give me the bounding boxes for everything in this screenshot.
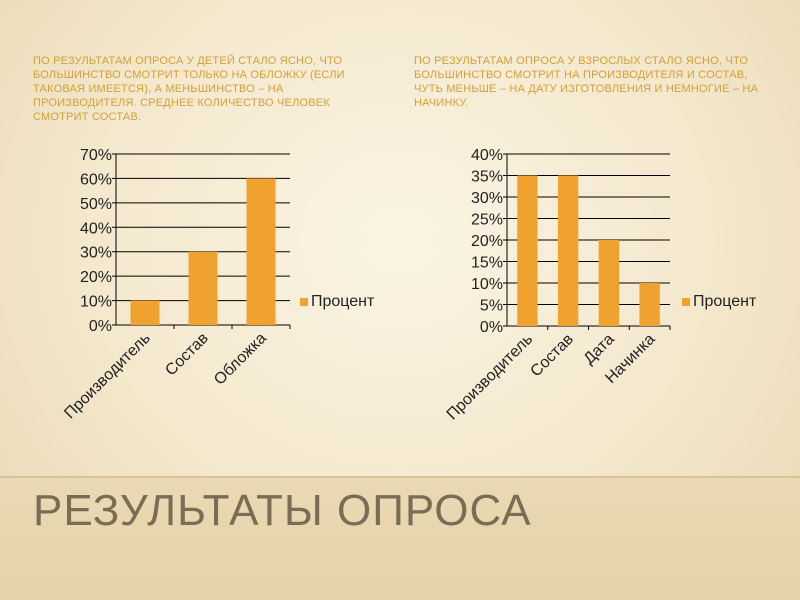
bar-Дата — [598, 240, 620, 326]
y-tick-label: 15% — [471, 255, 503, 272]
x-category-label: Производитель — [61, 330, 154, 423]
chart-adults-svg: 0% 5% 10% 15% 20% 25% 30% 35% 40% ПроизводительСо… — [444, 147, 757, 424]
title-band-divider — [0, 476, 800, 478]
chart-children-svg: 0% 10% 20% 30% 40% 50% 60% 70% Производитель Сост… — [61, 147, 375, 423]
y-tick-label: 10% — [471, 276, 503, 293]
y-tick-label: 10% — [80, 294, 112, 311]
y-tick-label: 35% — [471, 169, 503, 186]
title-band — [0, 476, 800, 600]
x-category-label: Дата — [581, 331, 618, 368]
y-tick-label: 25% — [471, 212, 503, 229]
y-tick-label: 20% — [471, 233, 503, 250]
bar-Состав — [188, 251, 218, 325]
chart-adults: 0% 5% 10% 15% 20% 25% 30% 35% 40% Производитель Со… — [410, 140, 790, 470]
y-tick-label: 0% — [480, 319, 503, 336]
y-tick-label: 70% — [80, 147, 112, 164]
bar-Обложка — [246, 178, 276, 325]
y-tick-label: 5% — [480, 298, 503, 315]
y-tick-label: 30% — [80, 245, 112, 262]
page-title: Результаты опроса — [33, 486, 532, 535]
y-tick-label: 20% — [80, 269, 112, 286]
caption-children: По результатам опроса у детей стало ясно… — [33, 55, 345, 123]
legend-label: Процент — [311, 293, 375, 310]
x-category-label: Производитель — [444, 331, 537, 424]
bar-Начинка — [639, 283, 660, 326]
bar-Состав — [557, 175, 579, 326]
y-tick-label: 40% — [80, 220, 112, 237]
x-category-label: Состав — [162, 330, 211, 379]
y-tick-label: 0% — [89, 318, 112, 335]
y-tick-label: 60% — [80, 171, 112, 188]
y-tick-label: 30% — [471, 190, 503, 207]
x-category-label: Обложка — [211, 330, 270, 389]
legend-label: Процент — [693, 293, 757, 310]
y-tick-label: 40% — [471, 147, 503, 164]
bar-Производитель — [130, 300, 160, 325]
y-tick-label: 50% — [80, 196, 112, 213]
caption-adults: По результатам опроса у взрослых стало я… — [414, 55, 759, 109]
legend-swatch — [682, 298, 690, 306]
bar-Производитель — [517, 175, 538, 326]
chart-children: 0% 10% 20% 30% 40% 50% 60% 70% Производитель Сост… — [30, 140, 400, 470]
legend-swatch — [300, 298, 308, 306]
x-category-label: Состав — [527, 331, 576, 380]
